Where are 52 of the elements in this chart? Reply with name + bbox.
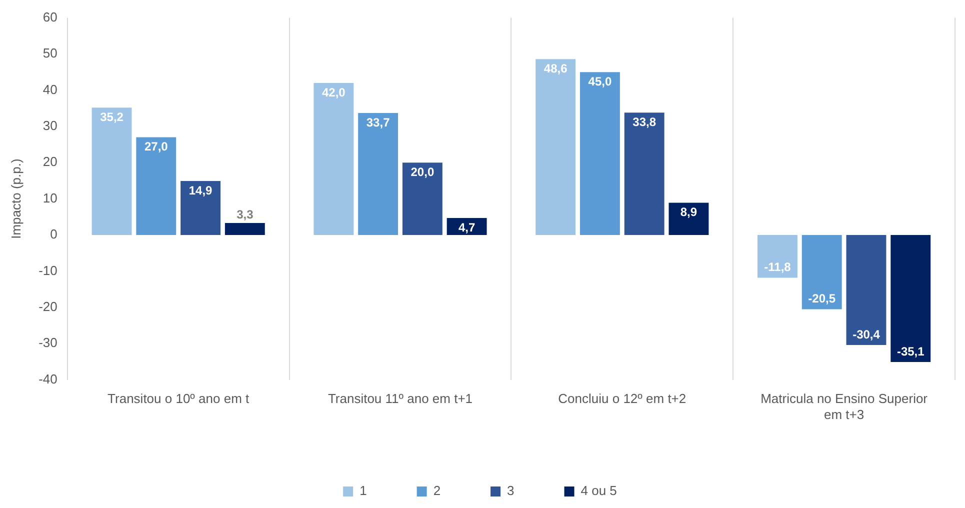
data-label: 33,8 [632, 114, 656, 129]
legend-label: 3 [507, 483, 514, 498]
data-label: 33,7 [366, 115, 390, 130]
bar [624, 112, 664, 235]
bar [668, 202, 709, 235]
data-label: 27,0 [144, 140, 168, 154]
bar [536, 59, 576, 235]
bar [402, 162, 442, 235]
y-axis-title: Impacto (p.p.) [8, 158, 24, 239]
bar [802, 235, 842, 310]
y-tick-label: 40 [42, 82, 58, 97]
bar [446, 218, 487, 235]
y-tick-label: 10 [42, 190, 58, 206]
x-tick-label: Transitou 11º ano em t+1 [328, 391, 473, 406]
data-label: -35,1 [896, 344, 925, 358]
data-label: -11,8 [764, 260, 792, 274]
y-tick-label: 60 [42, 9, 58, 24]
x-tick-label: Transitou o 10º ano em t [108, 391, 250, 406]
y-tick-label: 0 [50, 226, 58, 242]
y-tick-label: 20 [42, 154, 58, 170]
bar [180, 181, 220, 235]
data-label: 48,6 [544, 61, 568, 76]
legend-label: 1 [360, 483, 367, 498]
data-label: -20,5 [808, 292, 836, 306]
x-tick-label: Concluiu o 12º em t+2 [558, 391, 686, 406]
data-label: 20,0 [410, 164, 434, 179]
bar [314, 82, 354, 235]
y-tick-label: -20 [38, 298, 58, 314]
data-label: 4,7 [458, 220, 476, 234]
bar [758, 235, 798, 278]
bar [580, 72, 620, 235]
data-label: 35,2 [100, 110, 124, 124]
bar [136, 137, 176, 235]
data-label: 14,9 [188, 183, 213, 198]
data-label: -30,4 [852, 327, 880, 342]
bar [890, 235, 931, 362]
bar [224, 223, 265, 235]
bar [92, 108, 132, 235]
data-label: 42,0 [322, 85, 346, 100]
y-tick-label: -10 [38, 262, 58, 278]
legend-label: 4 ou 5 [580, 483, 617, 498]
bar [846, 235, 886, 346]
y-tick-label: 30 [42, 118, 58, 133]
y-tick-label: 50 [42, 46, 58, 61]
x-tick-label: Matricula no Ensino Superior em t+3 [760, 391, 928, 422]
data-label: 45,0 [588, 74, 612, 88]
data-label: 3,3 [236, 207, 254, 222]
data-label: 8,9 [680, 205, 698, 220]
y-tick-label: -40 [38, 371, 58, 386]
legend-label: 2 [433, 483, 441, 498]
y-tick-label: -30 [38, 335, 58, 350]
bar [358, 113, 398, 235]
